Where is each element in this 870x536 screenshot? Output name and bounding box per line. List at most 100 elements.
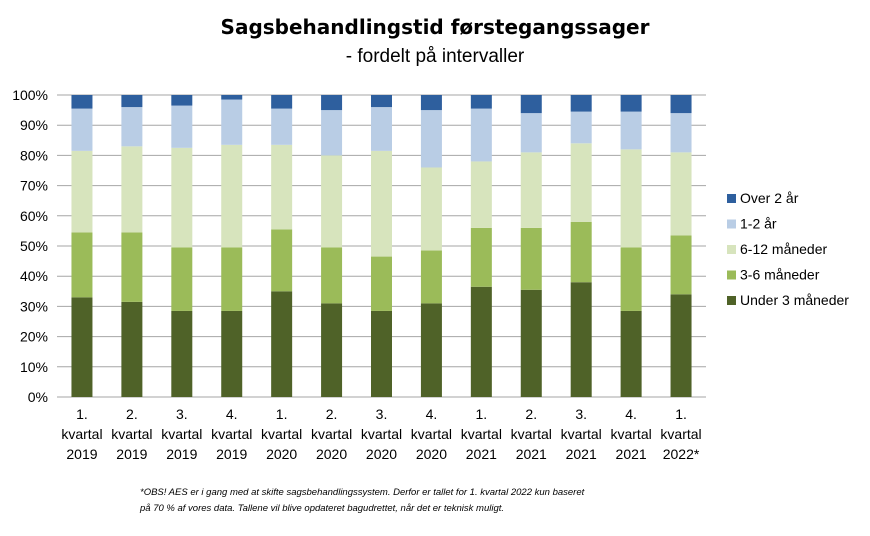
bar-segment-3	[321, 155, 343, 248]
bar-segment-5	[321, 95, 343, 111]
x-category-line: kvartal	[211, 426, 252, 442]
bar-segment-1	[620, 310, 642, 397]
x-category-line: 4.	[426, 406, 438, 422]
bar-segment-4	[670, 113, 692, 153]
x-category-line: kvartal	[261, 426, 302, 442]
y-tick-label: 60%	[20, 208, 48, 224]
bar-segment-5	[221, 95, 243, 100]
x-category-line: 2019	[66, 446, 97, 462]
bar-segment-4	[420, 110, 442, 168]
bar-segment-4	[371, 107, 392, 151]
x-category-label: 2. kvartal 2019	[111, 406, 152, 462]
bar-segment-3	[470, 161, 492, 228]
bar-segment-2	[620, 247, 642, 311]
bar-segment-2	[371, 256, 392, 311]
bar-segment-1	[570, 282, 592, 397]
bar-segment-2	[570, 221, 592, 283]
bar-segment-5	[371, 95, 392, 108]
bar-segment-5	[71, 95, 93, 109]
y-tick-label: 50%	[20, 238, 48, 254]
x-category-line: kvartal	[111, 426, 152, 442]
chart-subtitle: - fordelt på intervaller	[346, 46, 525, 67]
bar-segment-1	[470, 286, 492, 397]
bar-segment-5	[271, 95, 293, 109]
bar-segment-2	[271, 229, 293, 292]
x-category-line: 2019	[116, 446, 147, 462]
y-tick-label: 40%	[20, 268, 48, 284]
bar-segment-2	[71, 232, 93, 298]
chart-title: Sagsbehandlingstid førstegangssager	[221, 15, 650, 39]
bar-segment-3	[520, 152, 542, 228]
y-tick-label: 70%	[20, 178, 48, 194]
x-category-line: kvartal	[561, 426, 602, 442]
y-tick-label: 0%	[28, 389, 48, 405]
x-category-label: 1. kvartal 2021	[461, 406, 502, 462]
bar-segment-2	[670, 235, 692, 295]
x-category-line: kvartal	[161, 426, 202, 442]
bar-segment-4	[71, 108, 93, 151]
bar-segment-1	[321, 303, 343, 397]
legend-label: 3-6 måneder	[740, 267, 820, 283]
bar-segment-1	[271, 291, 293, 397]
legend-swatch	[727, 219, 736, 229]
y-tick-label: 30%	[20, 298, 48, 314]
x-category-line: kvartal	[311, 426, 352, 442]
footnote-line-1: *OBS! AES er i gang med at skifte sagsbe…	[140, 487, 585, 498]
x-category-line: 2020	[416, 446, 447, 462]
x-category-line: kvartal	[660, 426, 701, 442]
bar-segment-1	[171, 310, 193, 397]
bar-segment-2	[121, 232, 143, 302]
x-category-line: 3.	[575, 406, 587, 422]
legend-swatch	[727, 270, 736, 280]
x-category-line: 2021	[516, 446, 547, 462]
x-category-line: 2.	[525, 406, 537, 422]
bar-segment-1	[121, 301, 143, 397]
bar-segment-3	[420, 167, 442, 251]
x-category-line: 3.	[376, 406, 388, 422]
y-axis-ticks: 0% 10% 20% 30% 40% 50% 60% 70% 80% 90% 100%	[12, 87, 48, 405]
y-tick-label: 10%	[20, 359, 48, 375]
x-category-line: 2020	[266, 446, 297, 462]
bar-segment-2	[520, 227, 542, 290]
x-category-line: 1.	[276, 406, 288, 422]
x-category-line: 2.	[326, 406, 338, 422]
legend-swatch	[727, 296, 736, 305]
x-category-line: 4.	[625, 406, 637, 422]
x-category-label: 1. kvartal 2022*	[660, 406, 701, 462]
x-category-label: 1. kvartal 2020	[261, 406, 302, 462]
x-category-line: 1.	[76, 406, 88, 422]
bar-segment-3	[171, 147, 193, 248]
x-category-label: 3. kvartal 2020	[361, 406, 402, 462]
x-category-label: 4. kvartal 2020	[411, 406, 452, 462]
x-category-line: kvartal	[610, 426, 651, 442]
bar-segment-3	[670, 152, 692, 236]
legend-swatch	[727, 245, 736, 254]
x-category-line: 2019	[216, 446, 247, 462]
bar-segment-5	[171, 95, 193, 106]
x-category-line: 2021	[616, 446, 647, 462]
bar-segment-5	[520, 95, 542, 114]
bar-segment-3	[221, 144, 243, 248]
bar-segment-4	[271, 108, 293, 145]
bar-segment-1	[670, 294, 692, 397]
bar-segment-1	[420, 303, 442, 397]
x-category-label: 3. kvartal 2021	[561, 406, 602, 462]
y-tick-label: 80%	[20, 147, 48, 163]
bar-segment-3	[371, 150, 392, 257]
legend-label: Over 2 år	[740, 190, 799, 206]
x-category-line: kvartal	[511, 426, 552, 442]
bar-segment-5	[570, 95, 592, 112]
bar-segment-1	[71, 297, 93, 397]
bar-segment-2	[321, 247, 343, 304]
bars	[71, 95, 692, 397]
bar-segment-5	[670, 95, 692, 114]
x-category-line: 2021	[566, 446, 597, 462]
x-category-line: 2021	[466, 446, 497, 462]
x-category-label: 4. kvartal 2019	[211, 406, 252, 462]
x-axis-categories: 1.kvartal20192.kvartal20193.kvartal20194…	[61, 406, 701, 462]
bar-segment-1	[221, 310, 243, 397]
bar-segment-2	[470, 227, 492, 287]
y-tick-label: 90%	[20, 117, 48, 133]
x-category-line: 4.	[226, 406, 238, 422]
x-category-line: kvartal	[61, 426, 102, 442]
